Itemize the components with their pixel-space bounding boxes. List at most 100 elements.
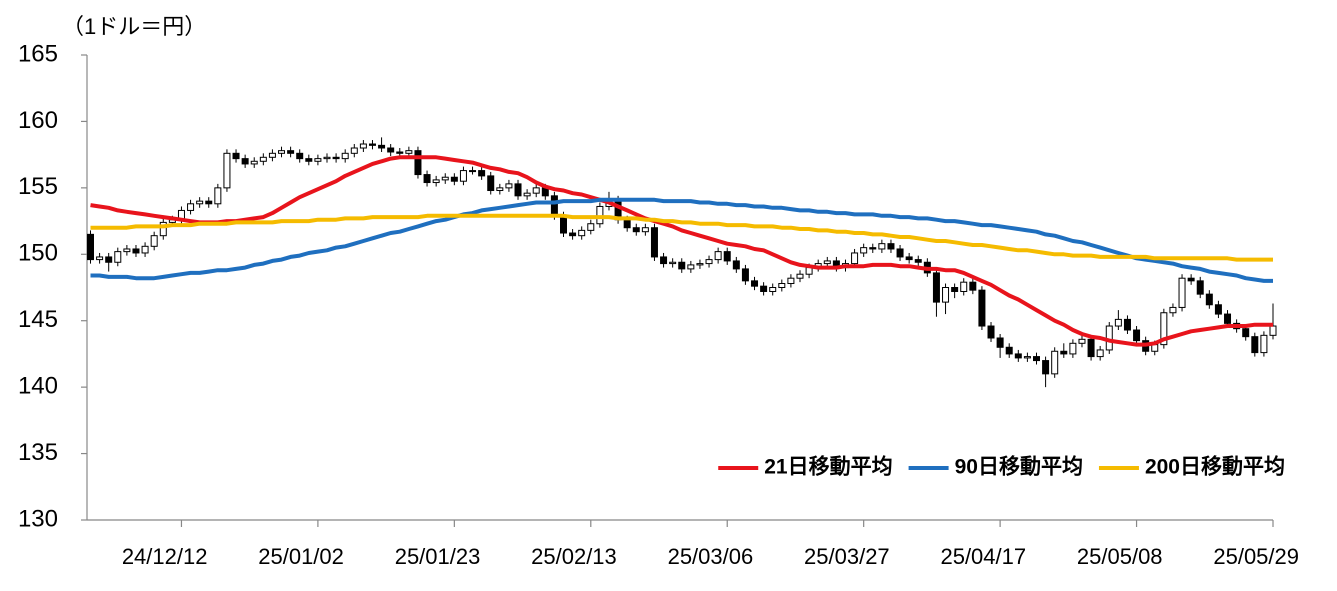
candle-body (487, 175, 495, 192)
moving-average-line (90, 155, 1273, 347)
candle-body (1033, 356, 1040, 362)
candle-body (669, 261, 677, 265)
candle-body (296, 152, 304, 160)
candle-body (469, 170, 477, 173)
candle-body (196, 200, 204, 205)
candle-body (751, 280, 759, 287)
candle-body (187, 203, 195, 211)
candle-body (1087, 338, 1095, 358)
candle-body (387, 147, 395, 153)
candle-body (1178, 277, 1186, 308)
candle-body (241, 158, 249, 165)
legend-text: 21日移動平均 (764, 455, 892, 479)
candle-body (1114, 318, 1122, 327)
candle-body (687, 264, 695, 270)
candle-body (650, 227, 658, 258)
y-tick-label: 160 (18, 107, 58, 134)
candle-body (1060, 350, 1068, 355)
candle-body (887, 243, 895, 250)
candle-body (414, 150, 422, 176)
candle-body (1196, 280, 1204, 295)
y-tick-label: 165 (18, 40, 58, 67)
candle-body (441, 176, 449, 181)
legend-text: 200日移動平均 (1145, 455, 1285, 479)
candle-body (723, 251, 731, 262)
candle-body (851, 252, 859, 265)
candle-body (578, 229, 586, 237)
candle-body (660, 256, 668, 265)
candle-body (942, 287, 950, 303)
candle-body (332, 156, 340, 160)
candle-body (741, 268, 749, 282)
candle-body (732, 260, 740, 270)
x-tick-label: 25/05/29 (1213, 544, 1299, 569)
candle-body (114, 251, 122, 263)
candle-body (359, 143, 367, 149)
candle-body (132, 248, 140, 254)
candle-body (159, 221, 167, 237)
candle-body (796, 273, 804, 279)
candle-body (1160, 312, 1168, 346)
candle-body (1260, 334, 1268, 354)
candle-body (1078, 338, 1086, 344)
candle-body (368, 143, 376, 146)
candle-body (341, 152, 349, 160)
candle-body (878, 243, 886, 250)
candle-body (696, 263, 704, 266)
legend-text: 90日移動平均 (955, 455, 1083, 479)
candle-body (550, 195, 558, 217)
candle-body (323, 156, 331, 160)
moving-average-line (90, 213, 1273, 262)
candle-body (1214, 304, 1222, 315)
candle-body (1187, 277, 1195, 282)
candle-body (1133, 329, 1141, 342)
candle-body (1242, 328, 1250, 338)
y-tick-label: 135 (18, 439, 58, 466)
y-tick-label: 150 (18, 240, 58, 267)
candle-body (278, 150, 286, 154)
candle-body (1269, 325, 1277, 336)
x-tick-label: 24/12/12 (122, 544, 208, 569)
candle-body (560, 215, 567, 234)
candle-body (760, 285, 768, 292)
candle-body (969, 281, 977, 291)
candle-body (1023, 356, 1031, 359)
candle-body (423, 174, 431, 184)
candle-body (141, 245, 149, 254)
candle-body (268, 152, 276, 158)
candle-body (860, 247, 868, 254)
candle-body (596, 205, 604, 225)
candle-body (259, 156, 267, 162)
candle-body (1051, 350, 1059, 375)
x-tick-label: 25/04/17 (940, 544, 1026, 569)
candle-body (1123, 318, 1131, 331)
candle-body (532, 187, 540, 194)
candle-body (1205, 293, 1213, 306)
candle-body (1169, 306, 1177, 314)
candle-body (478, 170, 486, 177)
candle-body (1224, 313, 1232, 324)
candle-body (150, 235, 158, 247)
candle-body (1042, 360, 1050, 375)
candle-body (523, 192, 531, 197)
candle-body (405, 150, 413, 154)
x-tick-label: 25/03/06 (668, 544, 754, 569)
candle-body (778, 283, 786, 288)
x-tick-label: 25/02/13 (531, 544, 617, 569)
candle-body (932, 272, 940, 303)
candle-body (459, 170, 467, 182)
x-tick-label: 25/05/08 (1077, 544, 1163, 569)
candle-body (205, 200, 213, 205)
candle-body (705, 259, 713, 265)
x-tick-label: 25/01/23 (395, 544, 481, 569)
candle-body (678, 261, 686, 270)
candle-body (223, 152, 231, 189)
candle-body (769, 287, 777, 292)
candle-body (1069, 342, 1077, 355)
candle-body (641, 227, 649, 233)
candle-body (1251, 336, 1259, 354)
candle-body (996, 337, 1004, 348)
candle-body (1096, 349, 1104, 358)
moving-average-line (90, 197, 1273, 283)
